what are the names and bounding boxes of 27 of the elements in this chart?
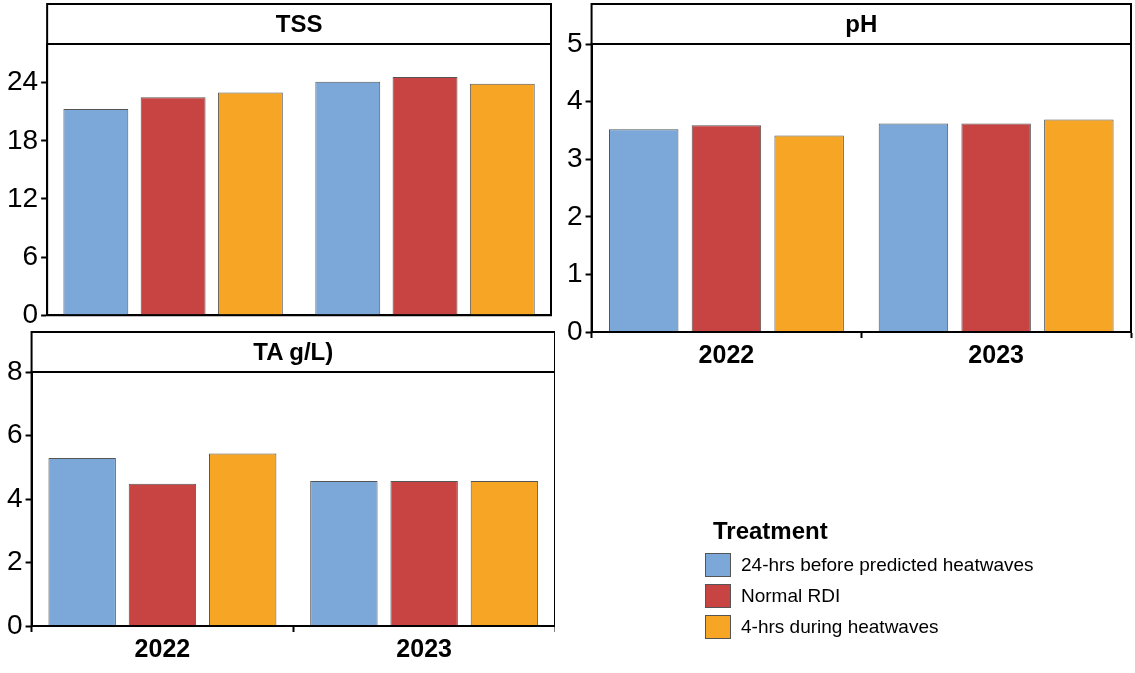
legend-label: 4-hrs during heatwaves [741,615,939,638]
chart-title: TA g/L) [253,337,334,365]
y-tick-label: 2 [6,545,23,577]
x-tick-label: 2022 [698,339,755,368]
y-tick-label: 4 [566,84,583,116]
chart-title: TSS [275,9,323,37]
y-tick-label: 6 [22,239,39,271]
legend-title: Treatment [713,517,829,545]
y-tick-label: 5 [566,26,583,58]
y-tick-label: 24 [6,65,39,97]
chart-title: pH [845,9,878,37]
y-tick-label: 0 [566,314,583,346]
y-tick-label: 0 [22,297,39,329]
y-tick-label: 4 [6,481,23,513]
y-tick-label: 12 [6,181,39,213]
x-tick-label: 2022 [134,633,191,662]
legend-label: Normal RDI [741,584,841,607]
y-tick-label: 1 [566,257,583,289]
y-tick-label: 0 [6,608,23,640]
y-tick-label: 6 [6,418,23,450]
y-tick-label: 3 [566,141,583,173]
y-tick-label: 8 [6,354,23,386]
y-tick-label: 18 [6,123,39,155]
legend-label: 24-hrs before predicted heatwaves [741,553,1034,576]
x-tick-label: 2023 [396,633,452,662]
x-tick-label: 2023 [968,339,1024,368]
y-tick-label: 2 [566,199,583,231]
